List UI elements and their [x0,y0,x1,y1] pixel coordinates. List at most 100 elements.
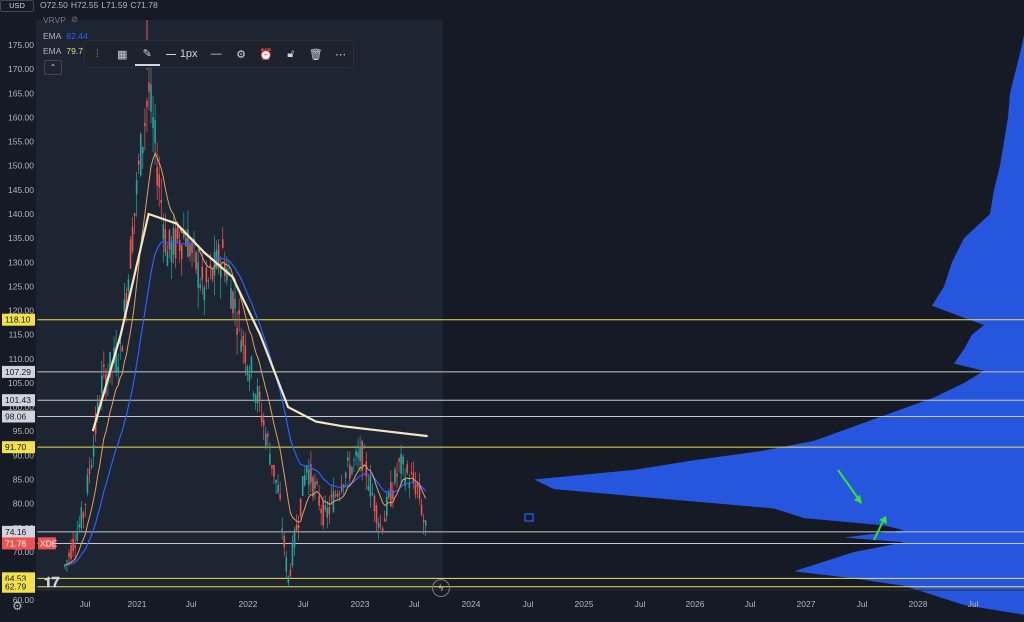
candle-body [131,226,134,252]
open-value: O72.50 [40,0,68,10]
vrvp-legend[interactable]: VRVP ⊘ [43,14,78,25]
candle-body [86,474,89,494]
candle-body [164,229,167,253]
candle-body [289,569,292,576]
annotation-arrows [837,469,887,541]
candle-body [303,475,306,486]
ema-legend-2[interactable]: EMA 79.7 [43,46,83,56]
lightning-icon[interactable]: ϟ [432,579,450,597]
drag-handle-icon[interactable]: ⁞ [95,48,99,60]
candle-body [336,493,339,497]
candle-body [424,520,427,526]
templates-icon[interactable]: ▦ [117,48,128,61]
ema-legend-1[interactable]: EMA 82.44 [43,31,88,41]
price-tick-label: 60.00 [13,595,35,605]
candle-body [347,457,349,461]
candle-body [66,560,68,562]
candle-body [295,524,298,531]
candle-body [314,481,316,489]
hidden-eye-icon[interactable]: ⊘ [71,14,79,24]
candle-body [322,500,324,526]
time-axis-label: 2025 [575,599,594,609]
low-value: L71.59 [101,0,128,10]
line-style-icon[interactable]: — [210,48,222,60]
time-axis[interactable]: Jul 2021 Jul 2022 Jul 2023 Jul 2024 Jul 2025 Jul 20… [80,599,979,609]
currency-selector[interactable]: USD [0,0,34,12]
candle-body [388,491,390,498]
candle-body [269,453,271,465]
candle-body [283,536,286,548]
ema-label-2: EMA [43,46,62,56]
candle-body [293,530,296,548]
candle-body [115,346,117,372]
level-price-label: 118.10 [5,315,31,325]
candle-body [82,512,85,519]
lock-icon[interactable]: 🔓︎ [287,47,295,60]
candle-body [142,146,144,154]
candle-body [363,447,365,449]
candle-body [250,356,253,373]
price-tick-label: 140.00 [8,209,34,219]
price-tick-label: 70.00 [13,547,35,557]
candle-body [297,525,300,529]
candle-body [394,469,396,484]
candle-body [213,251,216,276]
line-width-label: 1px [179,48,198,60]
current-price-tag-label: XDE [40,538,58,548]
chart-settings-gear-icon[interactable]: ⚙ [12,599,23,613]
candle-body [326,508,329,518]
price-tick-label: 155.00 [8,137,34,147]
level-label-bg [2,441,35,454]
candle-body [422,520,425,523]
more-options-icon[interactable]: ⋯ [335,48,347,61]
candle-body [92,445,95,457]
time-axis-label: Jul [298,599,309,609]
candle-body [152,116,154,128]
alert-clock-icon[interactable]: ⏰ [259,48,273,61]
time-axis-label: Jul [745,599,756,609]
candle-body [316,481,318,484]
level-price-label: 74.16 [5,527,27,537]
candle-body [146,101,148,107]
candle-body [414,483,417,495]
line-width-button[interactable]: 1px [160,43,204,65]
candle-body [351,466,353,474]
volume-profile [534,35,1024,615]
level-price-label: 91.70 [5,442,27,452]
candle-body [273,464,275,477]
level-price-label: 64.53 [5,573,27,583]
candle-body [306,466,308,473]
candle-body [129,239,132,269]
level-label-bg [2,525,35,538]
candle-body [416,482,419,488]
candle-body [301,475,304,496]
candle-body [174,228,177,259]
line-color-icon[interactable]: ✎ [134,42,160,66]
price-tick-label: 115.00 [9,330,35,340]
candle-body [390,481,392,507]
candle-body [211,269,214,280]
candle-body [150,84,152,112]
candle-body [103,364,105,367]
level-price-label: 101.43 [5,395,31,405]
candle-body [101,375,103,394]
price-tick-label: 120.00 [8,306,34,316]
candle-body [408,483,411,488]
drawing-anchor-handle[interactable] [524,513,534,522]
candle-body [117,366,119,372]
level-label-bg [2,580,35,593]
price-tick-label: 170.00 [8,64,34,74]
candle-body [137,160,140,165]
candle-body [281,528,283,531]
candle-body [123,299,126,312]
candle-body [240,340,242,352]
tradingview-logo-icon[interactable]: 𝟏𝟕 [44,574,60,590]
time-axis-label: Jul [857,599,868,609]
price-axis-panel[interactable] [0,20,37,590]
candle-body [279,494,281,499]
candle-body [267,434,269,437]
trash-icon[interactable]: 🗑︎ [308,48,323,61]
legend-collapse-button[interactable]: ⌃ [44,60,62,75]
settings-gear-icon[interactable]: ⚙ [236,48,246,61]
